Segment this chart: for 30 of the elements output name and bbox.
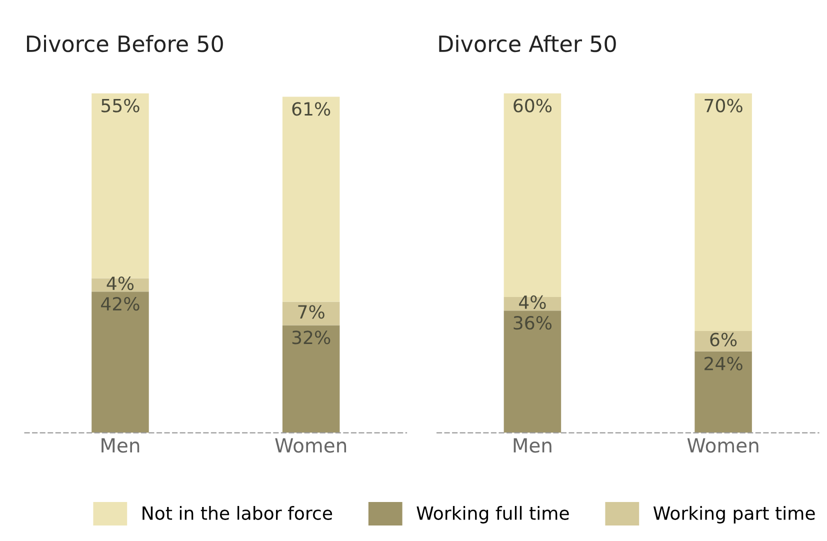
data-label: 36% <box>514 316 552 330</box>
data-label: 4% <box>106 276 134 290</box>
x-tick-label: Women <box>687 438 758 453</box>
data-label: 55% <box>102 98 140 112</box>
chart-title: Divorce After 50 <box>439 34 616 52</box>
bar <box>282 302 340 326</box>
legend-label: Working part time <box>653 506 815 524</box>
bar <box>282 96 340 302</box>
x-tick-label: Women <box>275 438 346 453</box>
data-label: 7% <box>298 305 324 319</box>
data-label: 4% <box>519 295 546 310</box>
data-label: 6% <box>710 332 737 346</box>
x-tick-label: Men <box>514 438 552 453</box>
bar <box>282 325 340 433</box>
legend-label: Not in the labor force <box>142 506 332 520</box>
bar <box>694 93 752 331</box>
x-tick-label: Men <box>102 438 140 453</box>
bar <box>92 292 149 433</box>
bar <box>694 351 752 433</box>
data-label: 32% <box>292 330 330 344</box>
chart-title: Divorce Before 50 <box>26 34 223 52</box>
bar <box>92 93 149 278</box>
data-label: 42% <box>101 297 140 311</box>
data-label: 61% <box>292 102 330 116</box>
data-label: 24% <box>704 356 742 370</box>
legend-label: Working full time <box>416 506 569 524</box>
data-label: 60% <box>514 98 552 112</box>
bar <box>694 330 752 352</box>
data-label: 70% <box>704 98 742 112</box>
bar <box>504 310 562 433</box>
